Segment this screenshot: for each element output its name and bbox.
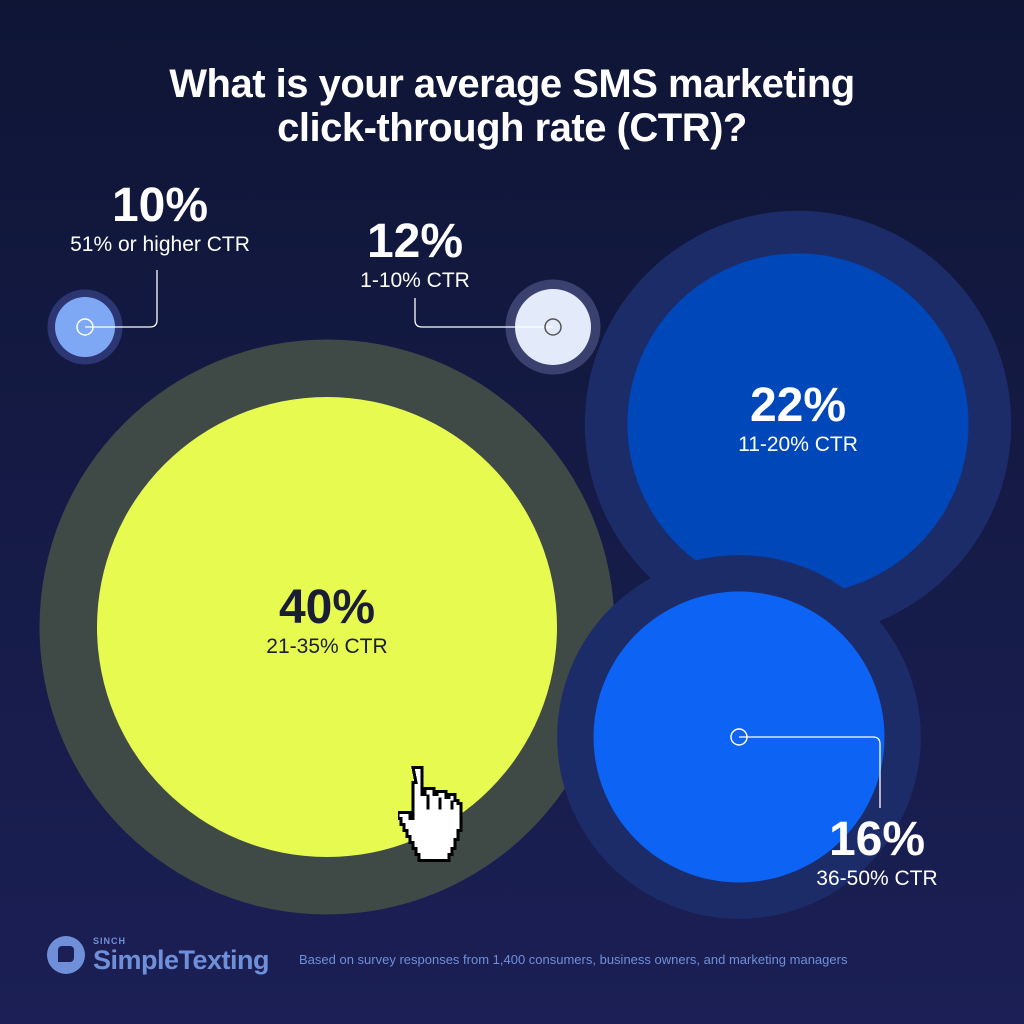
chart-title: What is your average SMS marketing click… [0,62,1024,150]
bubble-label-0: 10% 51% or higher CTR [70,180,250,258]
connector-line-1 [414,298,553,328]
hand-cursor-icon [398,766,463,862]
category-label: 1-10% CTR [360,269,470,292]
brand-prefix: SINCH [93,936,127,946]
category-label: 36-50% CTR [816,867,938,890]
bubble-3 [97,397,557,857]
anchor-dot-1 [544,318,562,336]
connector-line-2 [739,736,881,808]
category-label: 51% or higher CTR [70,233,250,256]
bubble-label-3: 40% 21-35% CTR [266,582,387,660]
category-label: 21-35% CTR [266,635,388,658]
bubble-label-4: 16% 36-50% CTR [816,814,937,892]
value-label: 10% [111,179,209,232]
anchor-dot-4 [730,728,748,746]
bubble-label-1: 12% 1-10% CTR [360,216,470,294]
anchor-dot-0 [76,318,94,336]
bubble-label-2: 22% 11-20% CTR [738,380,858,458]
brand-name: SimpleTexting [93,945,270,975]
simpletexting-logo: SINCH SimpleTexting [47,936,270,975]
bubble-2 [627,253,969,595]
title-line-1: What is your average SMS marketing [169,62,855,106]
value-label: 12% [366,215,464,268]
title-line-2: click-through rate (CTR)? [277,106,747,150]
value-label: 22% [749,379,847,432]
category-label: 11-20% CTR [738,433,858,456]
survey-footnote: Based on survey responses from 1,400 con… [299,952,848,967]
chat-bubble-icon [47,936,85,974]
value-label: 40% [278,581,376,634]
value-label: 16% [828,813,926,866]
connector-line-0 [85,270,158,328]
